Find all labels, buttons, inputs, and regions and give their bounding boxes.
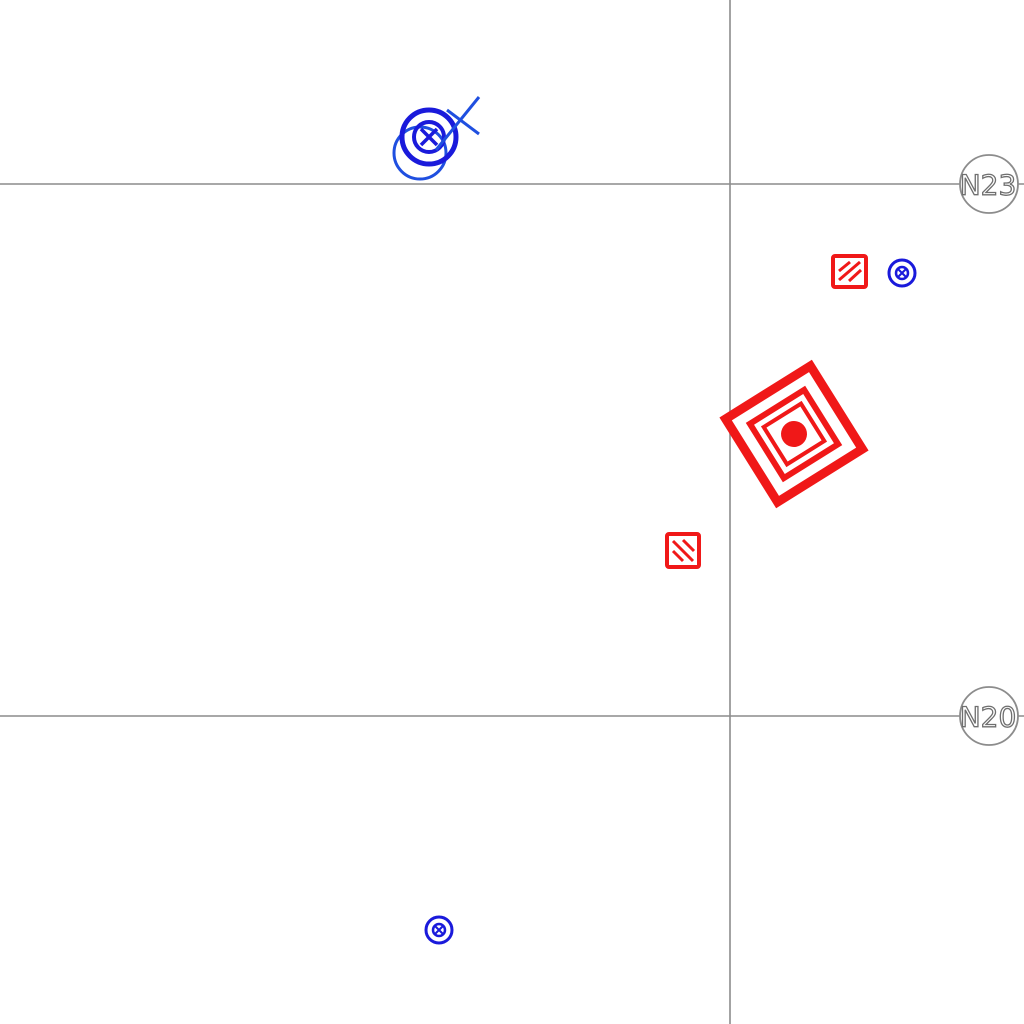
grid-bubble-n20[interactable]: N20	[959, 686, 1019, 746]
grid-bubble-circle-icon	[959, 154, 1019, 214]
hatched-square-panel-icon	[831, 254, 868, 289]
grid-bubble-label: N20	[960, 701, 1017, 734]
blue-ring-icon	[399, 107, 459, 167]
circle-with-x-inner-icon	[431, 922, 447, 938]
red-target-equipment[interactable]	[719, 359, 869, 509]
blue-small-symbol-bottom[interactable]	[424, 915, 454, 945]
red-panel-lower[interactable]	[665, 532, 701, 569]
red-panel-upper[interactable]	[831, 254, 868, 289]
grid-bubble-n23[interactable]: N23	[959, 154, 1019, 214]
hatched-square-panel-icon	[665, 532, 701, 569]
panel-hatch-icon	[838, 260, 863, 283]
inner-rotated-square-icon	[760, 400, 828, 468]
circle-with-x-icon	[887, 258, 917, 288]
center-dot-icon	[781, 421, 807, 447]
blue-device-cluster[interactable]	[392, 96, 481, 181]
blue-x-mark-icon	[419, 127, 439, 147]
blue-small-symbol-right[interactable]	[887, 258, 917, 288]
blue-inner-ring-icon	[412, 120, 446, 154]
blue-cross-icon	[434, 96, 481, 151]
middle-rotated-square-icon	[745, 385, 843, 483]
grid-bubble-label: N23	[960, 169, 1017, 202]
x-mark-icon	[434, 925, 444, 935]
panel-hatch-icon	[671, 538, 696, 563]
circle-with-x-icon	[424, 915, 454, 945]
circle-with-x-inner-icon	[894, 265, 910, 281]
grid-bubble-circle-icon	[959, 686, 1019, 746]
x-mark-icon	[897, 268, 907, 278]
outer-rotated-square-icon	[719, 359, 869, 509]
